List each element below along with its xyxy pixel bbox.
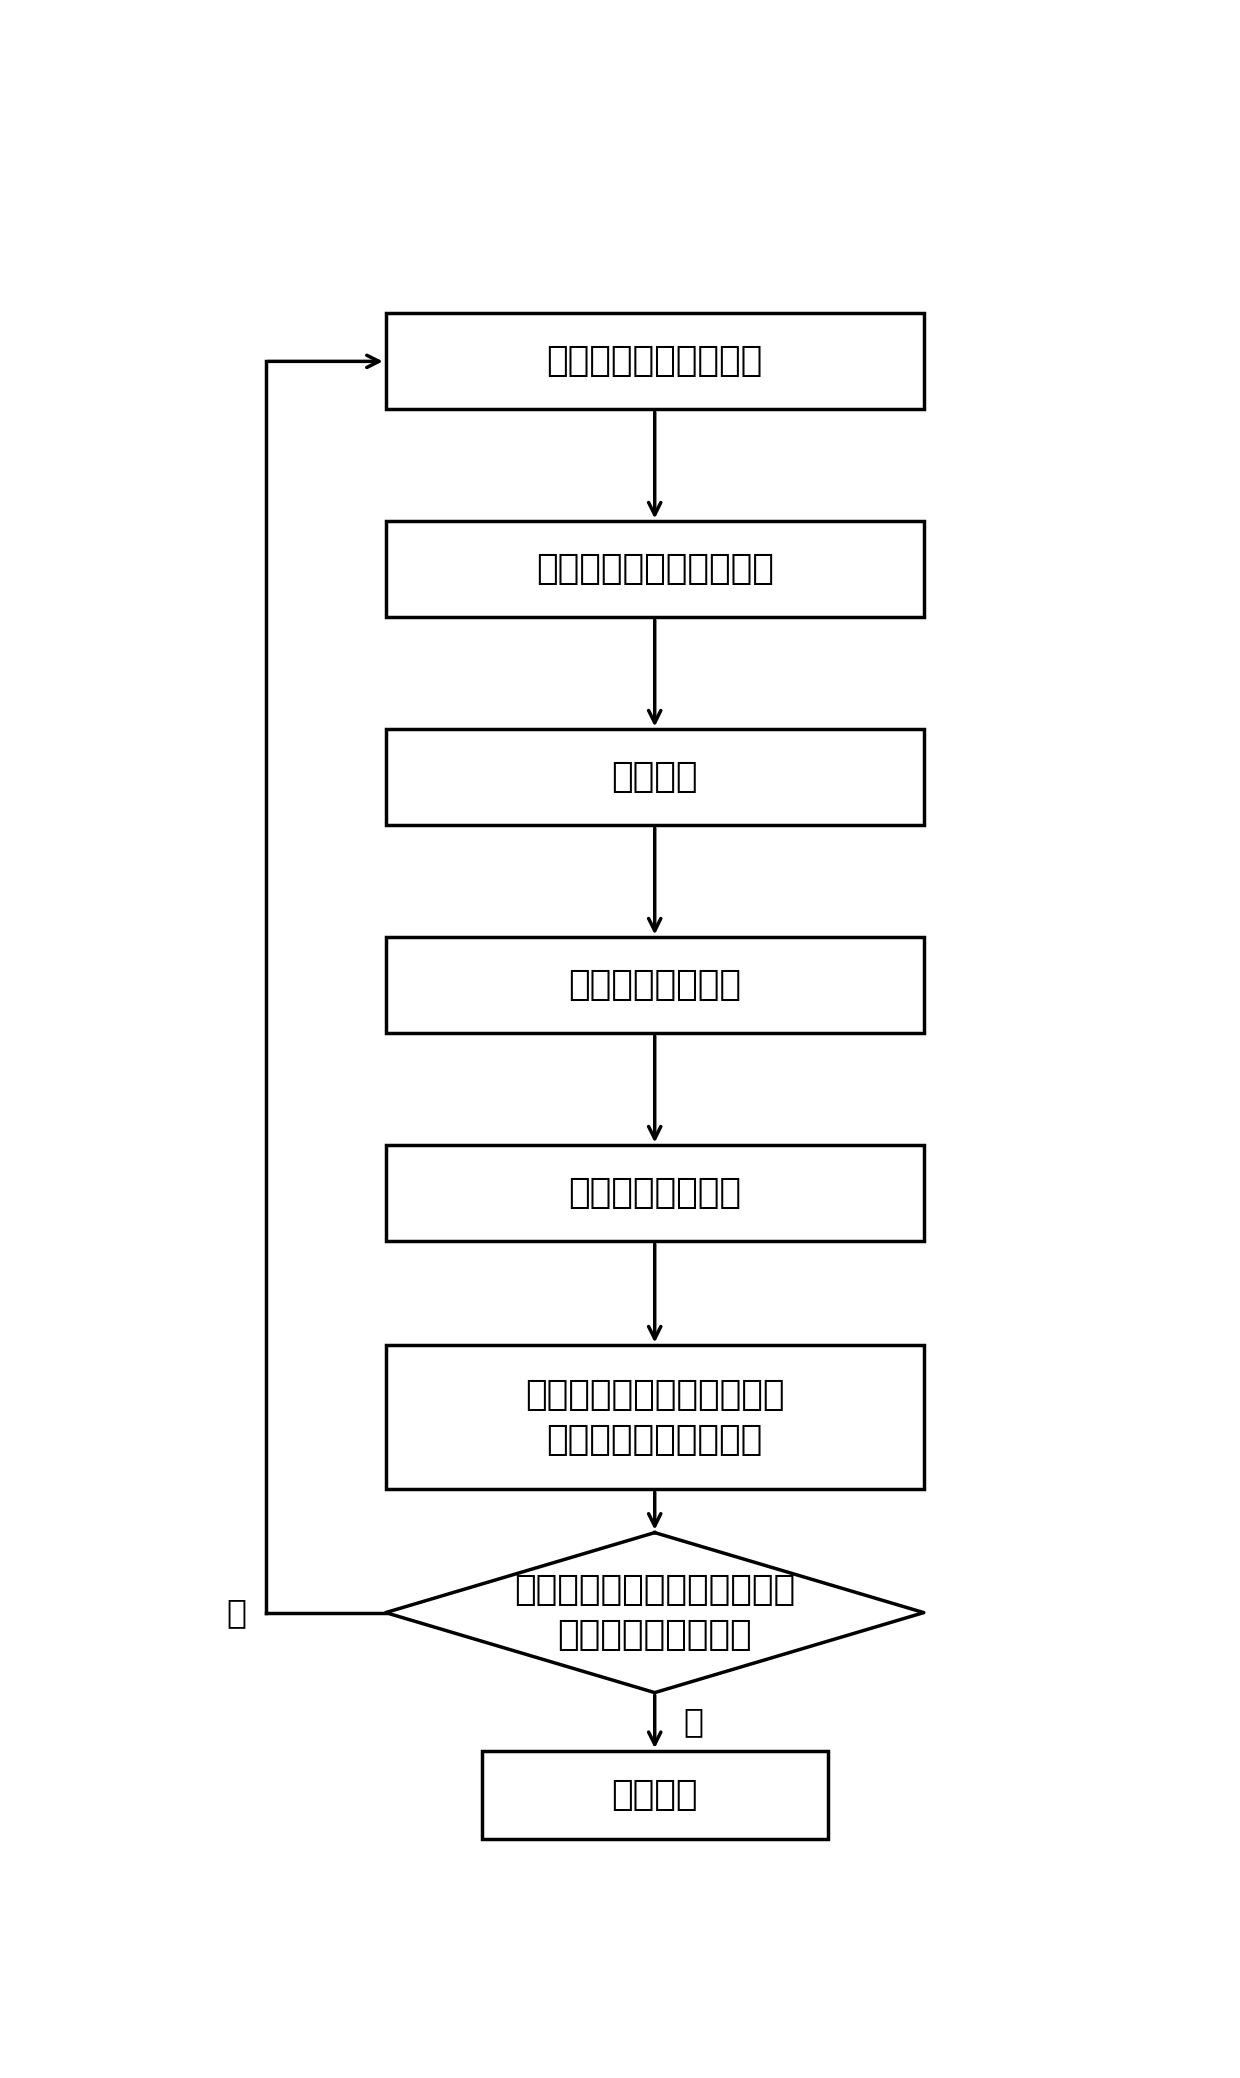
Text: 完成当前施工节段的开挖及
巷道围岩支护施工过程: 完成当前施工节段的开挖及 巷道围岩支护施工过程 <box>525 1378 785 1457</box>
Bar <box>481 1752 828 1839</box>
Bar <box>386 1145 924 1241</box>
Text: 巷道围岩支护施工: 巷道围岩支护施工 <box>568 1176 742 1209</box>
Text: 是否完成巷道的全部开挖及巷
道围岩支护施工过程: 是否完成巷道的全部开挖及巷 道围岩支护施工过程 <box>515 1573 795 1652</box>
Text: 否: 否 <box>226 1596 247 1629</box>
Bar <box>386 937 924 1033</box>
Text: 施工完成: 施工完成 <box>611 1779 698 1812</box>
Text: 是: 是 <box>683 1706 703 1739</box>
Text: 巷道支护结构确定: 巷道支护结构确定 <box>568 968 742 1002</box>
Text: 围岩基本力学参数确定: 围岩基本力学参数确定 <box>547 345 763 378</box>
Polygon shape <box>386 1534 924 1694</box>
Bar <box>386 314 924 409</box>
Text: 巷道两帮预留开挖量确定: 巷道两帮预留开挖量确定 <box>536 553 774 586</box>
Bar <box>386 1344 924 1490</box>
Text: 巷道开挖: 巷道开挖 <box>611 761 698 794</box>
Bar <box>386 729 924 825</box>
Bar <box>386 522 924 617</box>
